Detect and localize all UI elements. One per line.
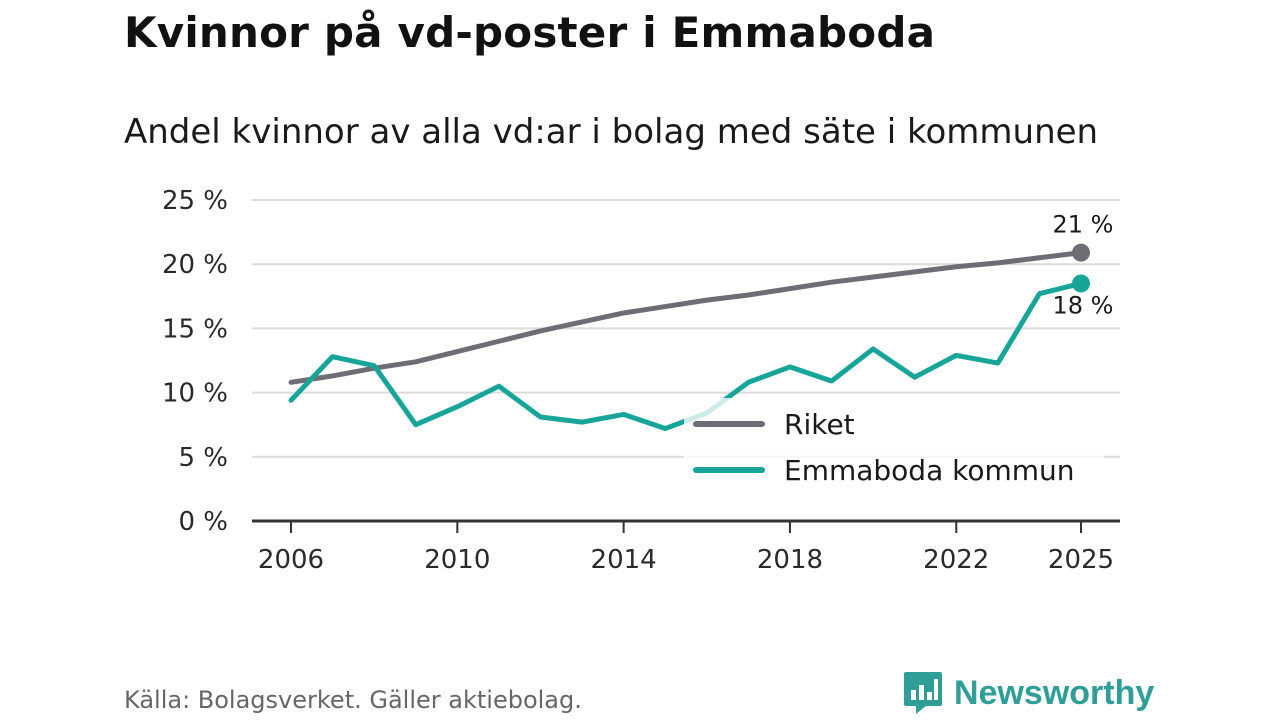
chart-subtitle: Andel kvinnor av alla vd:ar i bolag med … [124, 112, 1099, 152]
legend-label-emmaboda-kommun: Emmaboda kommun [784, 454, 1075, 487]
end-label-emmaboda-kommun: 18 % [1053, 291, 1114, 319]
brand-name: Newsworthy [954, 673, 1155, 712]
end-point-emmaboda-kommun [1072, 274, 1090, 293]
y-axis-ticks: 0 % 5 % 10 % 15 % 20 % 25 % [162, 186, 228, 537]
line-chart: 0 %5 %10 %15 %20 %25 % 2006 2010 2014 2018 2… [162, 186, 1120, 575]
end-label-riket: 21 % [1053, 211, 1114, 239]
legend: Riket Emmaboda kommun [684, 398, 1104, 498]
x-tick-label: 2010 [424, 545, 490, 575]
legend-box [684, 398, 1104, 498]
y-tick-label: 25 % [162, 186, 228, 216]
chart-title: Kvinnor på vd-poster i Emmaboda [124, 8, 936, 57]
y-tick-label: 15 % [162, 314, 228, 344]
brand-logo: Newsworthy [902, 670, 1154, 716]
legend-label-riket: Riket [784, 408, 855, 441]
newsworthy-logo-icon [904, 672, 942, 714]
source-note: Källa: Bolagsverket. Gäller aktiebolag. [124, 686, 582, 714]
series-line-riket [288, 250, 1084, 385]
y-tick-label: 20 % [162, 250, 228, 280]
x-tick-label: 2022 [923, 545, 989, 575]
x-tick-label: 2006 [258, 545, 324, 575]
y-tick-label: 10 % [162, 379, 228, 409]
y-tick-label: 5 % [178, 443, 228, 473]
x-tick-label: 2025 [1048, 545, 1114, 575]
y-tick-label: 0 % [178, 507, 228, 537]
end-point-riket [1072, 243, 1090, 262]
end-labels: 21 % 18 % [1053, 211, 1114, 320]
x-tick-label: 2014 [591, 545, 657, 575]
x-axis: 2006 2010 2014 2018 2022 2025 [252, 519, 1120, 575]
x-tick-label: 2018 [757, 545, 823, 575]
